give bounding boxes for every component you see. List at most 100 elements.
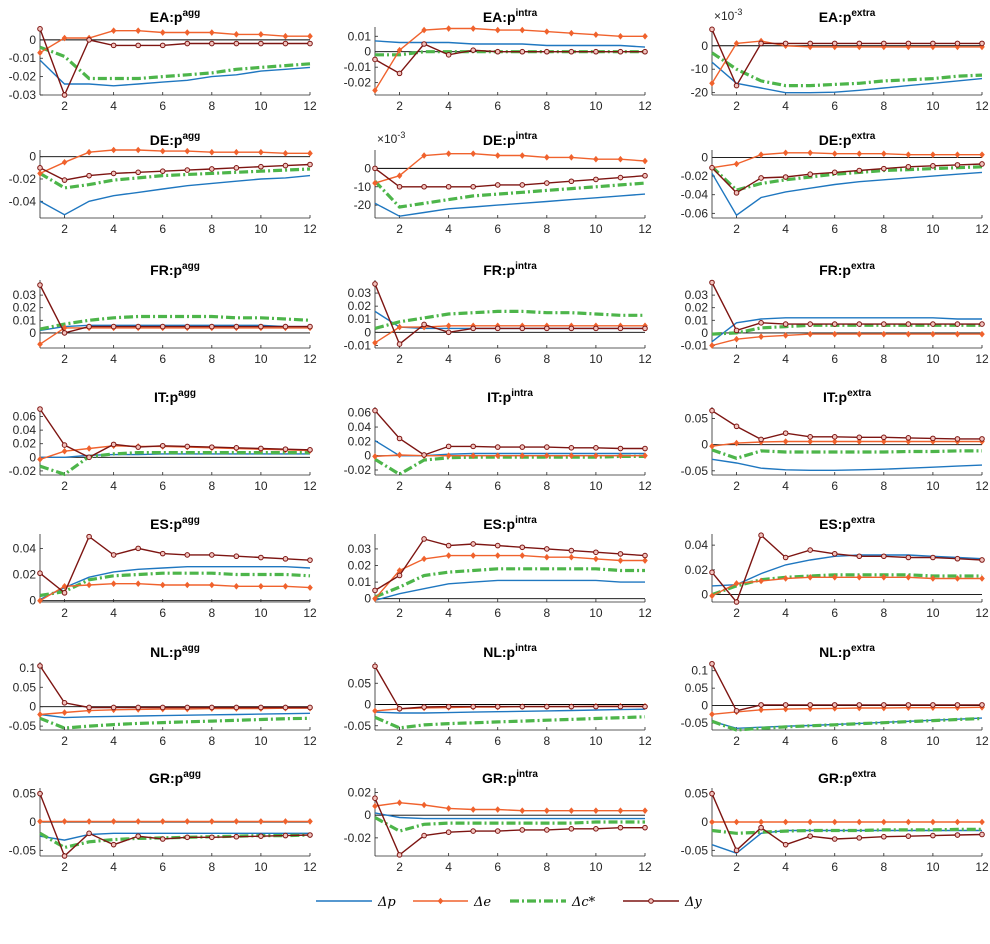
series-de-marker [372, 339, 378, 347]
x-tick-label: 4 [782, 352, 789, 366]
x-tick-label: 10 [926, 222, 940, 236]
series-dc-line [711, 448, 982, 460]
series-dy-marker [979, 831, 985, 838]
y-tick-label: -10 [691, 62, 709, 76]
series-dy-marker [930, 435, 936, 442]
series-de-marker [807, 330, 813, 338]
series-dy-marker [470, 443, 476, 450]
x-tick-label: 4 [110, 352, 117, 366]
series-dp-line [39, 174, 311, 216]
series-de-marker [782, 705, 789, 713]
x-tick-label: 2 [61, 99, 68, 113]
series-dy-marker [135, 704, 141, 711]
y-tick-label: -0.05 [681, 843, 709, 857]
series-de-marker [831, 818, 838, 826]
series-dy-marker [396, 572, 403, 579]
series-de-marker [37, 340, 43, 348]
panel-title: DE:pagg [150, 131, 200, 148]
series-de-marker [905, 151, 912, 158]
series-dy-line [711, 533, 983, 604]
series-dy-line [711, 163, 983, 194]
series-dy-marker [233, 704, 240, 711]
series-dy-marker [396, 705, 403, 712]
series-dy-marker [856, 167, 863, 174]
series-dy-marker [110, 323, 117, 330]
series-dy-marker [782, 321, 789, 327]
series-dy-marker [233, 323, 240, 330]
x-tick-label: 12 [638, 860, 652, 874]
x-tick-label: 2 [396, 606, 403, 620]
series-dy-marker [930, 702, 936, 708]
series-dy-marker [930, 40, 936, 47]
series-dy-marker [494, 48, 501, 55]
y-tick-label: -0.02 [344, 831, 372, 845]
series-dy-marker [233, 445, 240, 451]
series-de-marker [61, 158, 68, 166]
panel-nl-intra: NL:pintra 0.05 0 -0.05 2 4 6 8 10 12 [344, 643, 652, 748]
series-de-marker [617, 557, 624, 564]
panel-fr-intra: FR:pintra 0.030.020.010-0.01 2 4 6 8 10 12 [344, 261, 652, 366]
x-tick-label: 12 [303, 734, 317, 748]
series-dy-marker [733, 190, 740, 196]
series-de-marker [233, 148, 240, 156]
series-de-marker [831, 438, 838, 445]
series-dy-marker [831, 321, 838, 327]
x-tick-label: 4 [445, 99, 452, 113]
series-de-marker [856, 438, 863, 445]
series-dy-marker [905, 833, 912, 839]
series-dy-marker [258, 445, 264, 452]
series-de-marker [470, 806, 476, 813]
series-dy-marker [568, 48, 575, 55]
series-dy-marker [881, 702, 887, 708]
series-dy-marker [568, 178, 575, 185]
series-de-marker [733, 160, 740, 168]
series-dy-marker [905, 321, 912, 327]
series-dy-marker [372, 165, 378, 172]
series-dp-line [39, 832, 310, 841]
x-tick-label: 12 [638, 606, 652, 620]
x-tick-label: 6 [831, 860, 838, 874]
series-dy-marker [86, 37, 92, 43]
x-tick-label: 2 [61, 222, 68, 236]
series-dy-marker [831, 702, 838, 708]
y-tick-label: 0.02 [13, 568, 37, 582]
x-tick-label: 6 [159, 479, 166, 493]
series-de-marker [396, 451, 403, 459]
series-dy-marker [905, 702, 912, 708]
series-dy-marker [470, 828, 476, 834]
series-dy-marker [782, 841, 789, 848]
x-tick-label: 10 [926, 352, 940, 366]
legend-marker-de [437, 897, 444, 905]
series-dy-marker [905, 435, 912, 441]
y-tick-label: -0.01 [344, 60, 372, 74]
y-tick-label: 0.05 [685, 787, 709, 801]
x-tick-label: 4 [110, 860, 117, 874]
x-tick-label: 12 [303, 606, 317, 620]
series-de-marker [568, 452, 575, 459]
y-tick-label: 0.04 [348, 420, 372, 434]
x-tick-label: 10 [589, 352, 603, 366]
series-de-marker [519, 152, 526, 159]
x-tick-label: 12 [638, 479, 652, 493]
series-dy-marker [421, 183, 427, 190]
series-dy-marker [110, 704, 117, 711]
series-de-line [711, 440, 982, 447]
series-de-marker [709, 592, 715, 600]
x-tick-label: 2 [733, 479, 740, 493]
x-tick-label: 8 [880, 479, 887, 493]
x-tick-label: 12 [303, 860, 317, 874]
series-dy-marker [642, 172, 648, 179]
x-tick-label: 2 [61, 734, 68, 748]
series-dy-marker [61, 330, 68, 336]
series-de-marker [544, 807, 550, 814]
legend-label-dc: Δc* [571, 895, 596, 910]
series-de-line [711, 706, 983, 715]
series-dy-marker [954, 555, 961, 562]
panel-es-intra: ES:pintra 0.03 0.02 0.01 0 2 4 6 8 10 12 [348, 515, 652, 620]
x-tick-label: 10 [926, 734, 940, 748]
series-dy-marker [258, 163, 264, 170]
series-de-marker [593, 807, 599, 814]
series-de-marker [209, 581, 215, 589]
y-tick-label: 0 [701, 438, 708, 452]
x-tick-label: 8 [208, 222, 215, 236]
